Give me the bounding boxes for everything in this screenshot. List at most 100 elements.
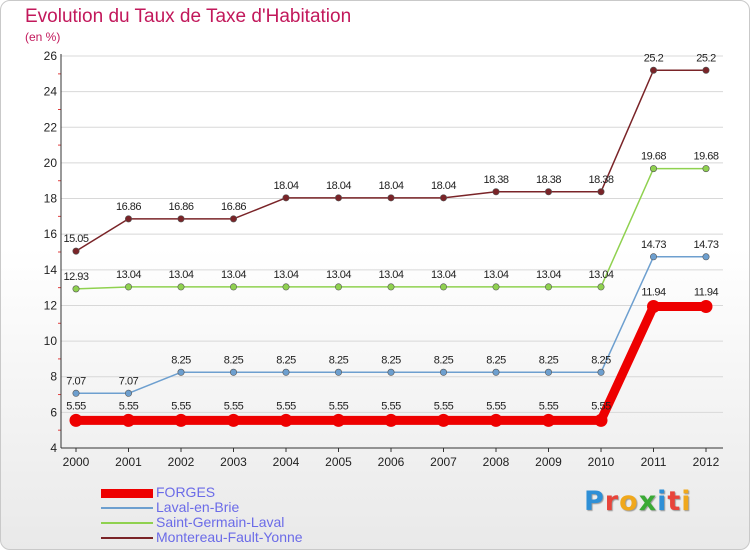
data-label-saint-germain-laval: 19.68 [693, 151, 718, 163]
data-label-laval-en-brie: 8.25 [329, 354, 349, 366]
legend-swatch [101, 488, 153, 498]
data-point-saint-germain-laval [439, 283, 447, 291]
x-tick-label: 2012 [693, 455, 720, 469]
data-label-forges: 11.94 [641, 287, 666, 299]
data-point-forges [69, 413, 83, 427]
data-label-forges: 5.55 [486, 400, 506, 412]
y-tick-label: 22 [44, 120, 58, 134]
data-point-forges [174, 413, 188, 427]
y-tick-label: 24 [44, 85, 58, 99]
legend-swatch [101, 507, 153, 509]
data-point-montereau-fault-yonne [282, 194, 290, 202]
data-point-saint-germain-laval [597, 283, 605, 291]
data-point-saint-germain-laval [282, 283, 290, 291]
y-tick-label: 20 [44, 156, 58, 170]
data-label-montereau-fault-yonne: 18.04 [431, 180, 456, 192]
data-label-saint-germain-laval: 13.04 [431, 269, 456, 281]
y-tick-label: 26 [44, 49, 58, 63]
data-label-laval-en-brie: 8.25 [381, 354, 401, 366]
logo-letter: i [657, 486, 668, 517]
legend-label: Laval-en-Brie [156, 499, 240, 515]
legend-swatch [101, 537, 153, 539]
data-point-montereau-fault-yonne [177, 215, 185, 223]
logo-letter: P [584, 486, 605, 517]
data-label-laval-en-brie: 7.07 [119, 375, 139, 387]
data-point-forges [227, 413, 240, 427]
data-label-montereau-fault-yonne: 18.38 [483, 174, 508, 186]
y-tick-label: 8 [50, 370, 57, 384]
data-point-laval-en-brie [597, 368, 605, 376]
data-point-saint-germain-laval [125, 283, 133, 291]
data-label-montereau-fault-yonne: 16.86 [116, 201, 141, 213]
data-point-forges [384, 413, 398, 427]
series-line-montereau-fault-yonne [75, 69, 707, 252]
data-point-laval-en-brie [282, 368, 290, 376]
data-point-saint-germain-laval [544, 283, 552, 291]
data-label-forges: 5.55 [539, 400, 559, 412]
data-label-laval-en-brie: 7.07 [66, 375, 86, 387]
series-layer [69, 66, 713, 427]
data-point-saint-germain-laval [492, 283, 500, 291]
data-label-laval-en-brie: 8.25 [276, 354, 296, 366]
x-tick-label: 2002 [168, 455, 195, 469]
logo-letter: x [638, 486, 658, 517]
y-tick-label: 4 [50, 441, 57, 455]
data-point-forges [437, 413, 450, 427]
data-point-laval-en-brie [334, 368, 342, 376]
data-label-montereau-fault-yonne: 18.04 [273, 180, 298, 192]
x-tick-label: 2004 [273, 455, 300, 469]
data-label-laval-en-brie: 8.25 [434, 354, 454, 366]
x-tick-label: 2005 [325, 455, 352, 469]
data-label-forges: 5.55 [224, 400, 244, 412]
data-point-laval-en-brie [702, 253, 710, 261]
proxiti-logo: Proxiti [584, 486, 692, 517]
data-point-forges [647, 300, 660, 314]
legend-swatch [101, 522, 153, 524]
data-point-laval-en-brie [72, 389, 80, 397]
data-label-laval-en-brie: 8.25 [224, 354, 244, 366]
data-label-montereau-fault-yonne: 18.04 [326, 180, 351, 192]
data-point-montereau-fault-yonne [439, 194, 447, 202]
y-tick-label: 16 [44, 227, 58, 241]
data-point-montereau-fault-yonne [230, 215, 238, 223]
x-tick-label: 2006 [378, 455, 405, 469]
data-point-laval-en-brie [177, 368, 185, 376]
logo-letter: r [604, 486, 620, 517]
data-label-forges: 5.55 [119, 400, 139, 412]
data-label-saint-germain-laval: 13.04 [116, 269, 141, 281]
legend-label: Saint-Germain-Laval [156, 514, 285, 530]
data-labels: 15.05 16.86 16.86 16.86 18.04 18.04 18.04 18.04… [63, 52, 719, 412]
data-label-saint-germain-laval: 13.04 [536, 269, 561, 281]
data-point-laval-en-brie [492, 368, 500, 376]
y-tick-label: 14 [44, 263, 58, 277]
data-label-forges: 11.94 [694, 287, 719, 299]
data-point-laval-en-brie [125, 389, 133, 397]
logo-letter: i [681, 486, 692, 517]
data-point-montereau-fault-yonne [544, 188, 552, 196]
legend-label: FORGES [156, 484, 216, 500]
data-point-forges [699, 300, 713, 314]
data-point-forges [122, 413, 135, 427]
data-point-laval-en-brie [230, 368, 238, 376]
data-point-forges [332, 413, 345, 427]
data-point-laval-en-brie [439, 368, 447, 376]
data-point-montereau-fault-yonne [125, 215, 133, 223]
data-point-saint-germain-laval [72, 285, 80, 293]
data-label-laval-en-brie: 14.73 [693, 239, 718, 251]
x-tick-label: 2010 [588, 455, 615, 469]
data-label-laval-en-brie: 14.73 [641, 239, 666, 251]
data-point-laval-en-brie [544, 368, 552, 376]
data-label-montereau-fault-yonne: 18.04 [378, 180, 403, 192]
data-label-saint-germain-laval: 19.68 [641, 151, 666, 163]
data-label-montereau-fault-yonne: 18.38 [588, 174, 613, 186]
y-tick-label: 12 [44, 298, 58, 312]
data-point-saint-germain-laval [334, 283, 342, 291]
data-label-saint-germain-laval: 12.93 [63, 271, 88, 283]
data-point-saint-germain-laval [230, 283, 238, 291]
x-tick-label: 2008 [483, 455, 510, 469]
data-label-saint-germain-laval: 13.04 [378, 269, 403, 281]
data-point-laval-en-brie [649, 253, 657, 261]
axes: 4 6 8 10 12 14 16 18 20 22 24 26 2000 2001 2002 2003 200… [44, 49, 723, 469]
